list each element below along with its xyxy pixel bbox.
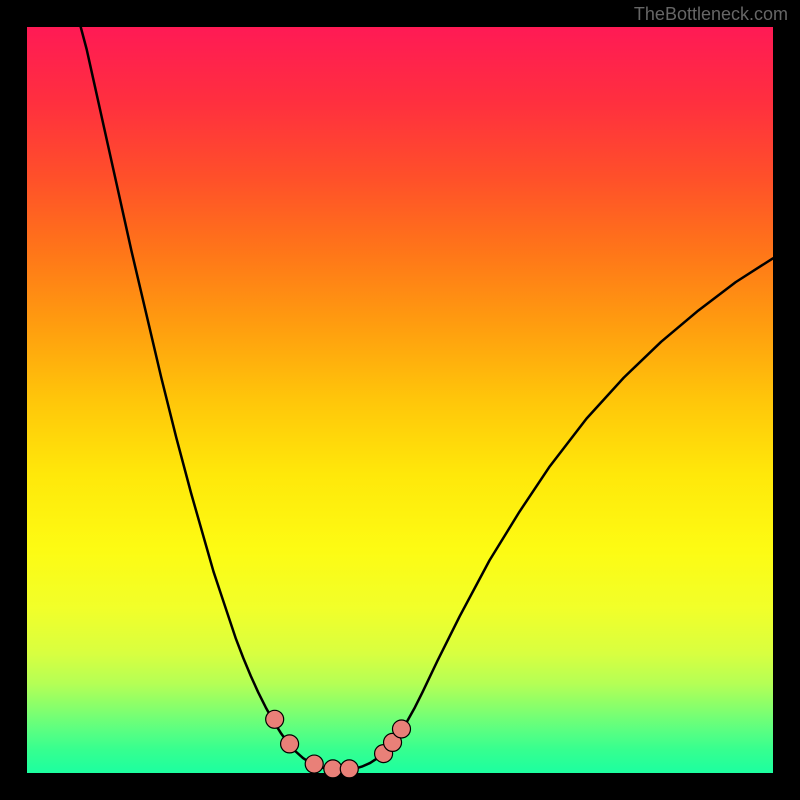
data-marker (392, 720, 410, 738)
data-marker (324, 760, 342, 778)
watermark-text: TheBottleneck.com (634, 4, 788, 25)
bottleneck-chart (0, 0, 800, 800)
plot-background (27, 27, 773, 773)
data-marker (266, 710, 284, 728)
data-marker (340, 760, 358, 778)
data-marker (281, 735, 299, 753)
data-marker (305, 755, 323, 773)
